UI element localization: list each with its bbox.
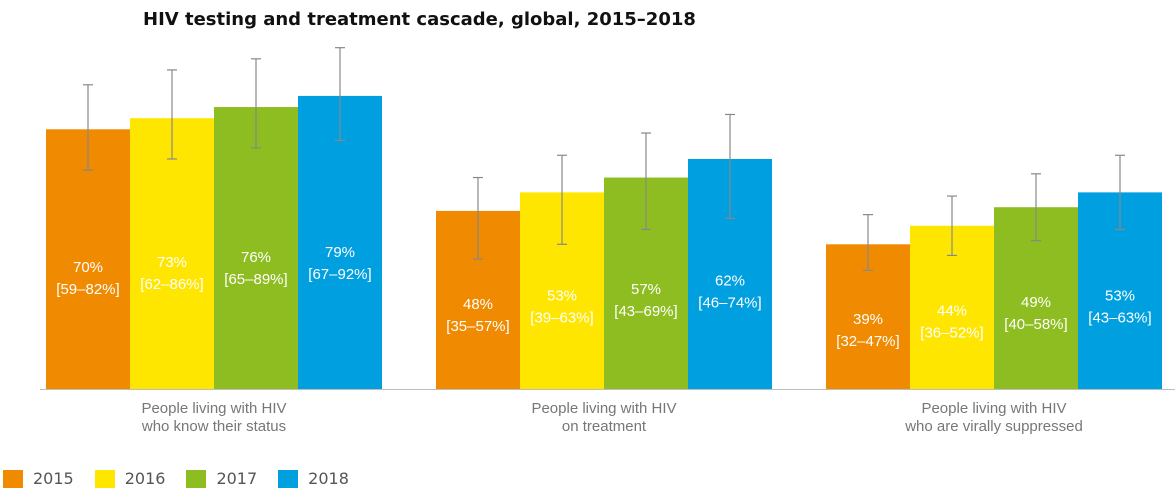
legend-item: 2017	[186, 469, 257, 488]
data-label-range: [36–52%]	[920, 325, 983, 342]
data-label-value: 53%	[1105, 288, 1135, 305]
legend-item: 2015	[3, 469, 74, 488]
data-label-value: 70%	[73, 259, 103, 276]
legend-swatch	[278, 469, 299, 488]
data-label-value: 48%	[463, 296, 493, 313]
bar	[298, 95, 382, 389]
data-label-value: 53%	[547, 288, 577, 305]
data-label-range: [43–69%]	[614, 303, 677, 320]
legend-label: 2016	[124, 469, 166, 488]
data-label-range: [39–63%]	[530, 310, 593, 327]
data-label-value: 57%	[631, 281, 661, 298]
data-label-value: 44%	[937, 303, 967, 320]
legend-label: 2018	[308, 469, 349, 488]
data-label-value: 79%	[325, 244, 355, 261]
legend-swatch	[186, 469, 207, 488]
data-label-range: [59–82%]	[56, 281, 119, 298]
legend-label: 2015	[33, 469, 74, 488]
x-tick-label: People living with HIV	[531, 400, 676, 417]
bar	[214, 107, 298, 389]
data-label-range: [35–57%]	[446, 318, 509, 335]
data-label-value: 62%	[715, 272, 745, 289]
legend-swatch	[94, 469, 115, 488]
data-label-range: [65–89%]	[224, 271, 287, 288]
data-label-value: 49%	[1021, 294, 1051, 311]
legend-item: 2016	[94, 469, 166, 488]
bar	[46, 129, 130, 390]
bar	[130, 118, 214, 390]
data-label-range: [46–74%]	[698, 294, 761, 311]
x-tick-label: who know their status	[141, 418, 286, 435]
data-label-range: [67–92%]	[308, 266, 371, 283]
data-label-range: [40–58%]	[1004, 316, 1067, 333]
data-label-value: 73%	[157, 254, 187, 271]
legend-item: 2018	[278, 469, 349, 488]
x-tick-label: People living with HIV	[141, 400, 286, 417]
legend-label: 2017	[216, 469, 258, 488]
chart-title: HIV testing and treatment cascade, globa…	[143, 9, 696, 30]
data-label-range: [32–47%]	[836, 333, 899, 350]
legend-swatch	[3, 469, 23, 488]
x-tick-label: who are virally suppressed	[904, 418, 1083, 435]
x-tick-label: People living with HIV	[921, 400, 1066, 417]
data-label-value: 39%	[853, 311, 883, 328]
data-label-value: 76%	[241, 249, 271, 266]
x-tick-label: on treatment	[562, 418, 647, 435]
legend: 2015 2016 2017 2018	[3, 469, 370, 488]
data-label-range: [43–63%]	[1088, 310, 1151, 327]
data-label-range: [62–86%]	[140, 276, 203, 293]
